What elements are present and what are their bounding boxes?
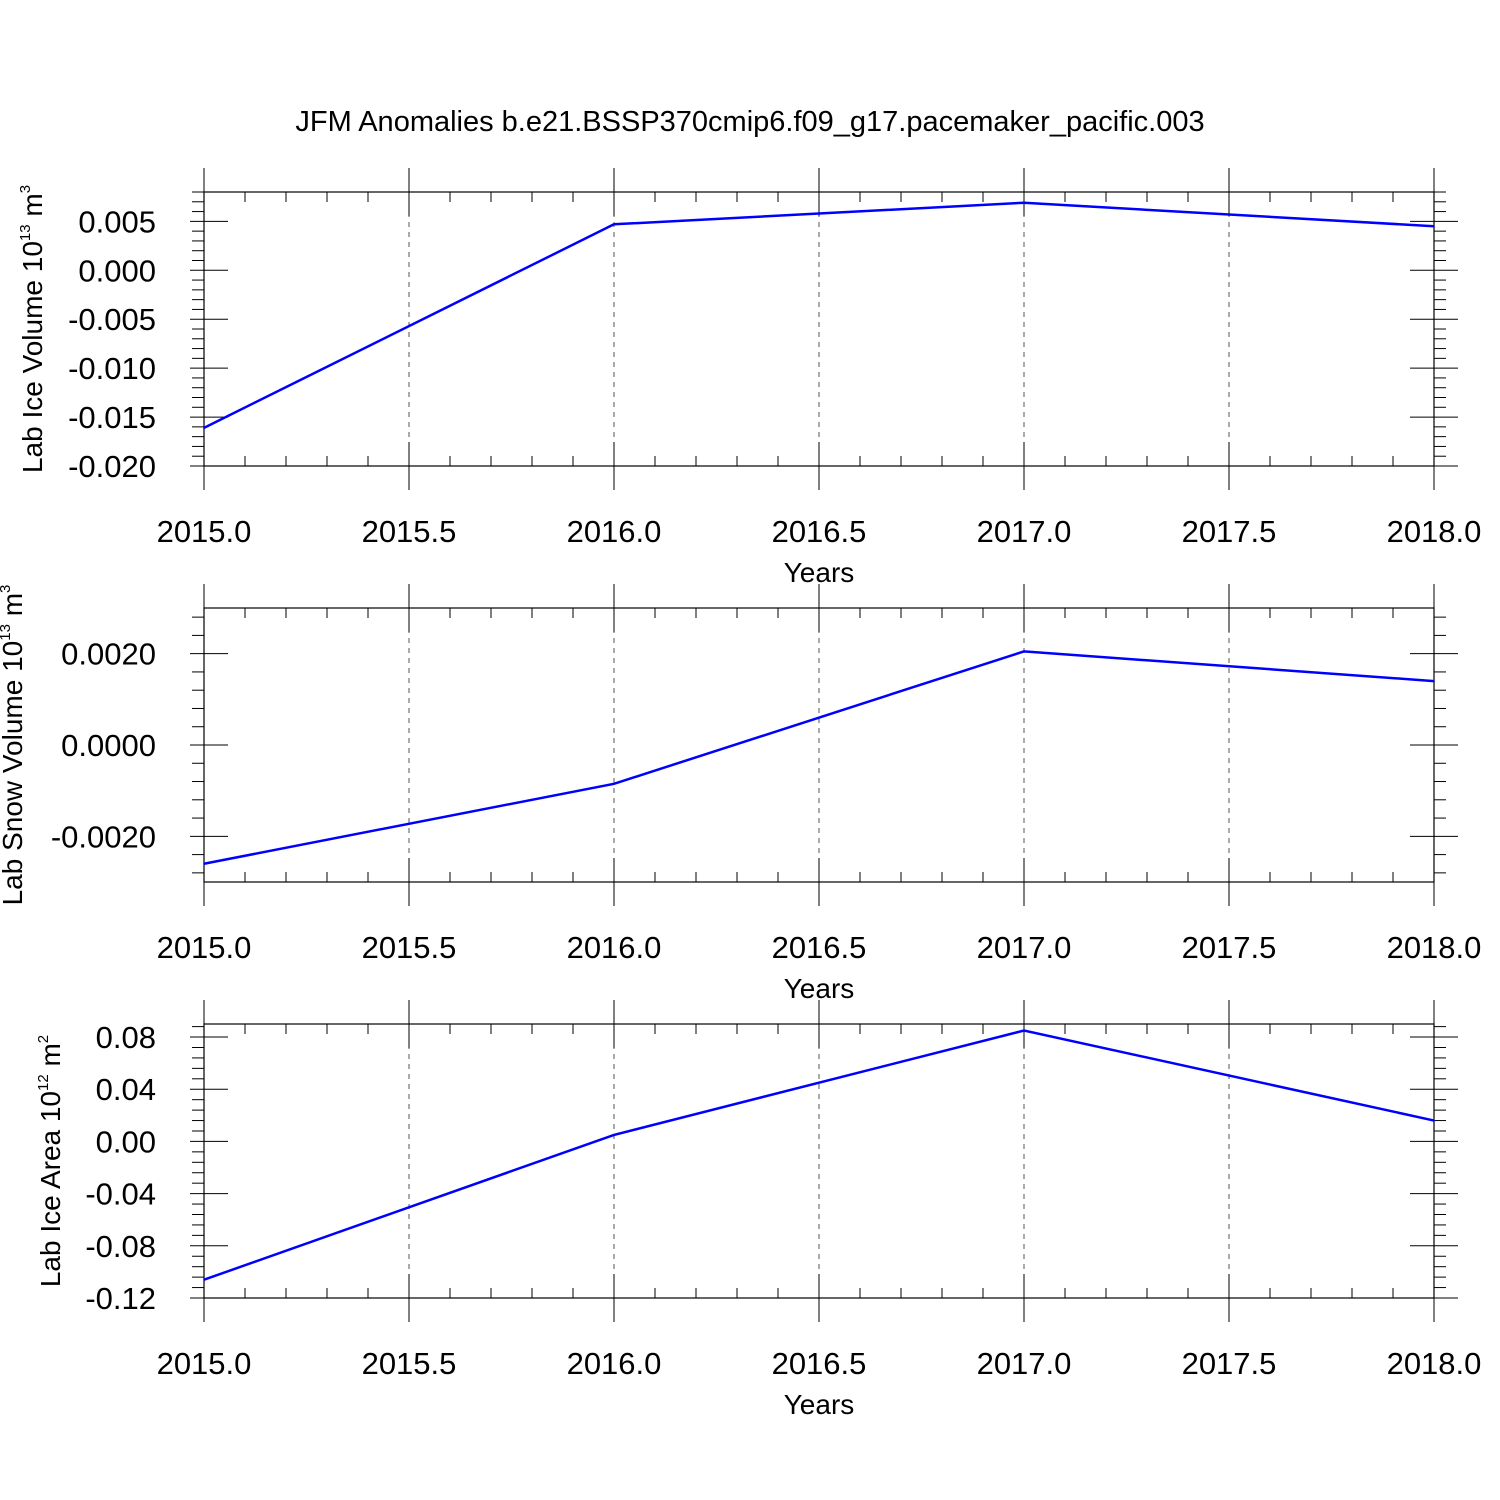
data-point xyxy=(1433,1119,1435,1122)
x-axis-title: Years xyxy=(784,1389,855,1420)
data-point xyxy=(1023,1029,1025,1032)
x-axis-title: Years xyxy=(784,557,855,588)
series-line xyxy=(203,201,1435,429)
y-tick-label: 0.04 xyxy=(96,1072,156,1107)
data-point xyxy=(613,223,615,226)
data-point xyxy=(613,783,615,785)
x-tick-label: 2018.0 xyxy=(1387,1346,1482,1381)
x-tick-label: 2016.5 xyxy=(772,1346,867,1381)
data-point xyxy=(1433,225,1435,228)
y-axis-title: Lab Ice Area 1012 m2 xyxy=(35,1035,66,1287)
x-tick-label: 2018.0 xyxy=(1387,514,1482,549)
x-tick-label: 2017.0 xyxy=(977,514,1072,549)
y-tick-label: 0.00 xyxy=(96,1124,156,1159)
y-tick-label: 0.08 xyxy=(96,1020,156,1055)
x-tick-label: 2016.0 xyxy=(567,514,662,549)
figure-title: JFM Anomalies b.e21.BSSP370cmip6.f09_g17… xyxy=(295,106,1204,138)
y-tick-label: -0.04 xyxy=(85,1177,156,1212)
x-axis-title: Years xyxy=(784,973,855,1004)
y-tick-label: 0.0020 xyxy=(61,637,156,672)
y-tick-label: 0.000 xyxy=(78,253,156,288)
x-tick-label: 2015.5 xyxy=(362,514,457,549)
y-tick-label: -0.010 xyxy=(68,351,156,386)
x-tick-label: 2016.0 xyxy=(567,930,662,965)
data-point xyxy=(203,862,205,865)
data-point xyxy=(203,427,205,429)
x-tick-label: 2015.0 xyxy=(157,1346,252,1381)
y-tick-label: -0.020 xyxy=(68,449,156,484)
panel-1: -0.020 -0.015 -0.010 -0.005 0.000 0.005 2015.0… xyxy=(17,168,1481,588)
y-axis-title: Lab Snow Volume 1013 m3 xyxy=(0,585,28,906)
x-tick-label: 2017.5 xyxy=(1182,514,1277,549)
y-tick-label: -0.015 xyxy=(68,400,156,435)
y-tick-label: -0.0020 xyxy=(51,819,156,854)
y-axis-title: Lab Ice Volume 1013 m3 xyxy=(17,185,48,473)
data-point xyxy=(1023,650,1025,653)
data-point xyxy=(203,1278,205,1281)
x-tick-label: 2018.0 xyxy=(1387,930,1482,965)
x-tick-label: 2016.0 xyxy=(567,1346,662,1381)
y-tick-label: -0.12 xyxy=(85,1281,156,1316)
x-tick-label: 2017.0 xyxy=(977,930,1072,965)
x-tick-label: 2017.5 xyxy=(1182,1346,1277,1381)
x-tick-label: 2015.0 xyxy=(157,514,252,549)
series-line xyxy=(203,1029,1435,1281)
panel-3: -0.12 -0.08 -0.04 0.00 0.04 0.08 2015.0 2015.5 2… xyxy=(35,1000,1481,1420)
x-tick-label: 2017.0 xyxy=(977,1346,1072,1381)
y-tick-label: 0.005 xyxy=(78,204,156,239)
data-point xyxy=(1433,680,1435,682)
panel-2: -0.0020 0.0000 0.0020 2015.0 2015.5 2016.0 201… xyxy=(0,584,1481,1004)
y-tick-label: -0.08 xyxy=(85,1229,156,1264)
x-tick-label: 2015.5 xyxy=(362,1346,457,1381)
panels: -0.020 -0.015 -0.010 -0.005 0.000 0.005 2015.0… xyxy=(0,168,1481,1420)
data-point xyxy=(613,1134,615,1136)
x-tick-label: 2016.5 xyxy=(772,514,867,549)
x-tick-label: 2015.5 xyxy=(362,930,457,965)
x-tick-label: 2015.0 xyxy=(157,930,252,965)
x-tick-label: 2017.5 xyxy=(1182,930,1277,965)
y-tick-label: 0.0000 xyxy=(61,728,156,763)
y-tick-label: -0.005 xyxy=(68,302,156,337)
x-tick-label: 2016.5 xyxy=(772,930,867,965)
series-line xyxy=(203,650,1435,865)
data-point xyxy=(1023,201,1025,204)
